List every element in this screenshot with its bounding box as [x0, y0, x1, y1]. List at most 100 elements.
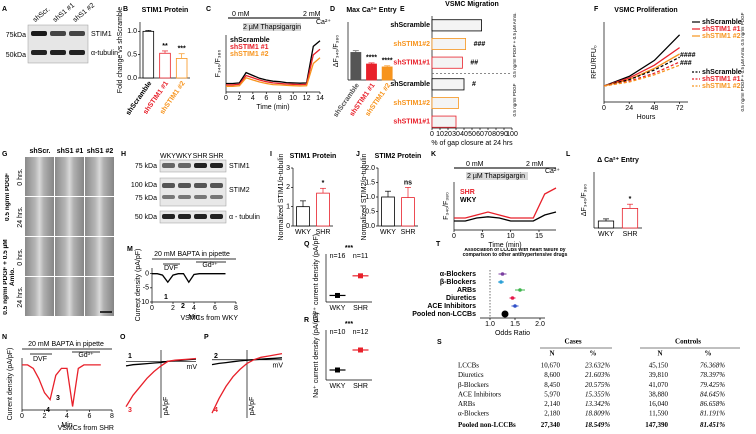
annotation: Ca²⁺: [316, 19, 331, 26]
panel-letter: A: [2, 6, 7, 13]
y-tick-label: 0.0: [365, 223, 375, 230]
annotation: 20 mM BAPTA in pipette: [154, 251, 230, 258]
annotation: 2: [181, 303, 185, 310]
mean-marker: [358, 347, 363, 353]
x-axis-label: Time (min): [488, 242, 521, 249]
x-tick-label: WKY: [330, 383, 346, 390]
band: [162, 195, 175, 199]
annotation: DVF: [33, 356, 47, 363]
legend-label: shSTIM1 #2: [230, 51, 269, 58]
annotation: 3: [56, 395, 60, 402]
panel-letter: G: [2, 151, 8, 158]
lane-label: SHR: [193, 153, 208, 160]
bar: [159, 52, 171, 79]
marker-label: 50kDa: [6, 52, 26, 59]
bar: [350, 52, 362, 81]
odds-ratio: [499, 280, 503, 284]
bar: [431, 97, 459, 110]
blot: [159, 177, 227, 207]
x-tick-label: 72: [676, 105, 684, 112]
lane-label: SHR: [209, 153, 224, 160]
x-tick-label: 4: [65, 413, 69, 420]
column-label: shS1 #2: [87, 148, 114, 155]
scratch-image: [85, 197, 114, 236]
legend-label: shSTIM1 #2: [702, 33, 741, 40]
series-line: [211, 357, 283, 366]
table-cell: 13.342%: [585, 400, 610, 408]
annotation: Gd³⁺: [78, 352, 94, 359]
x-tick-label: 80: [492, 131, 500, 138]
y-tick-label: ACE Inhibitors: [427, 303, 476, 310]
stimulus-bar: [163, 263, 180, 265]
x-tick-label: 4: [251, 95, 255, 102]
panel-letter: C: [206, 6, 211, 13]
x-tick-label: 0: [224, 95, 228, 102]
chart-title: STIM1 Protein: [142, 7, 189, 14]
band: [178, 163, 191, 168]
band: [210, 214, 223, 219]
band: [162, 163, 175, 168]
table-cell: α-Blockers: [458, 410, 489, 418]
row-label: 24 hrs.: [17, 286, 24, 307]
significance: ***: [345, 321, 353, 328]
legend-label: 4: [214, 407, 218, 414]
x-tick-label: 12: [303, 95, 311, 102]
bar: [401, 197, 415, 227]
stimulus-bar: [454, 167, 556, 169]
annotation: Ca²⁺: [545, 168, 560, 175]
y-tick-label: 0.0: [127, 75, 137, 82]
y-tick-label: shSTIM1#1: [393, 60, 430, 67]
x-tick-label: 20: [444, 131, 452, 138]
y-tick-label: shSTIM1#1: [393, 119, 430, 126]
x-tick-label: 14: [316, 95, 324, 102]
table-cell: 41,070: [649, 381, 669, 389]
band: [50, 31, 66, 36]
table-cell: 39,810: [649, 371, 669, 379]
table-cell: Diuretics: [458, 371, 484, 379]
table-subheader: N: [549, 350, 554, 358]
table-cell: ARBs: [458, 400, 475, 408]
x-axis-label: mV: [273, 363, 284, 370]
y-axis-label: ΔF₃₄₀/F₃₈₀: [581, 184, 588, 217]
y-axis-label: Current density (pA/pF): [135, 249, 142, 322]
marker-label: 75kDa: [6, 32, 26, 39]
x-tick-label: 8: [110, 413, 114, 420]
annotation: 2 µM Thapsigargin: [467, 173, 525, 180]
bar: [621, 207, 639, 229]
band: [178, 183, 191, 188]
table-cell: 8,600: [544, 371, 560, 379]
table-cell: ACE Inhibitors: [458, 390, 501, 398]
table-subheader: N: [657, 350, 662, 358]
stimulus-bar: [22, 348, 112, 350]
x-tick-label: 10: [436, 131, 444, 138]
x-axis-label: % of gap closure at 24 hrs: [431, 140, 513, 147]
panel-letter: K: [431, 151, 436, 158]
x-tick-label: 60: [476, 131, 484, 138]
panel-letter: E: [400, 6, 405, 13]
band-label: STIM2: [229, 187, 250, 194]
y-tick-label: 1.0: [127, 28, 137, 35]
table-cell: 20.575%: [585, 381, 610, 389]
table-cell: 38,880: [649, 390, 669, 398]
legend-label: shSTIM1 #1: [230, 44, 269, 51]
band: [178, 195, 191, 199]
y-axis-label: Na⁺ current density (pA/pF): [313, 312, 320, 398]
annotation: DVF: [164, 265, 178, 272]
y-tick-label: 0.5: [127, 52, 137, 59]
chart-title: VSMC Migration: [445, 1, 499, 8]
y-tick-label: 0.5: [365, 208, 375, 215]
stimulus-bar: [196, 261, 226, 263]
scratch-image: [55, 237, 84, 276]
x-tick-label: 6: [264, 95, 268, 102]
column-label: shS1 #1: [57, 148, 84, 155]
significance: ***: [178, 46, 186, 53]
series-line: [454, 187, 557, 219]
group-label-box: 0.5 ng/ml PDGF: [5, 173, 11, 221]
x-tick-label: 1.0: [485, 321, 495, 328]
x-tick-label: SHR: [401, 229, 416, 236]
table-subheader: %: [705, 350, 712, 358]
x-tick-label: WKY: [295, 229, 311, 236]
bar: [175, 58, 188, 79]
x-tick-label: 15: [535, 233, 543, 240]
panel-letter: R: [304, 317, 309, 324]
